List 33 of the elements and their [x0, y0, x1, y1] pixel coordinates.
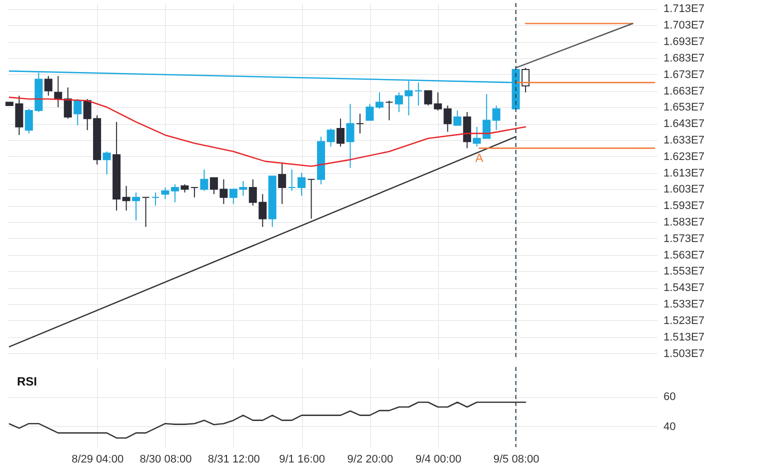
x-tick-label: 9/4 00:00: [415, 454, 462, 466]
y-tick-label: 1.633E7: [664, 134, 704, 146]
y-tick-label: 1.563E7: [664, 249, 704, 262]
y-tick-label: 1.593E7: [664, 200, 704, 212]
y-tick-label: 1.513E7: [664, 331, 704, 344]
x-tick-label: 8/30 08:00: [140, 454, 192, 466]
y-tick-label: 1.683E7: [664, 52, 704, 64]
y-tick-label: 1.693E7: [664, 36, 704, 48]
series-label: A: [475, 151, 484, 166]
y-tick-label: 40: [664, 420, 676, 433]
y-tick-label: 1.673E7: [664, 68, 704, 81]
y-tick-label: 1.503E7: [664, 348, 704, 360]
y-tick-label: 1.583E7: [664, 216, 704, 229]
y-tick-label: 1.613E7: [664, 167, 704, 180]
y-tick-label: 1.663E7: [664, 85, 704, 98]
y-tick-label: 1.603E7: [664, 184, 704, 196]
y-tick-label: 1.573E7: [664, 232, 704, 245]
x-tick-label: 8/29 04:00: [72, 454, 124, 466]
y-tick-label: 1.533E7: [664, 298, 704, 311]
x-tick-label: 9/1 16:00: [279, 454, 326, 466]
y-tick-label: 1.523E7: [664, 314, 704, 327]
y-tick-label: 1.713E7: [664, 3, 704, 16]
y-tick-label: 1.623E7: [664, 150, 704, 163]
x-tick-label: 8/31 12:00: [208, 454, 260, 466]
y-tick-label: 60: [664, 391, 676, 404]
y-tick-label: 1.553E7: [664, 266, 704, 278]
x-tick-label: 9/2 20:00: [347, 454, 394, 466]
y-tick-label: 1.643E7: [664, 118, 704, 130]
y-tick-label: 1.703E7: [664, 20, 704, 32]
y-tick-label: 1.653E7: [664, 102, 704, 114]
x-tick-label: 9/5 08:00: [493, 454, 540, 466]
text: RSI: [17, 374, 38, 388]
y-tick-label: 1.543E7: [664, 282, 704, 294]
